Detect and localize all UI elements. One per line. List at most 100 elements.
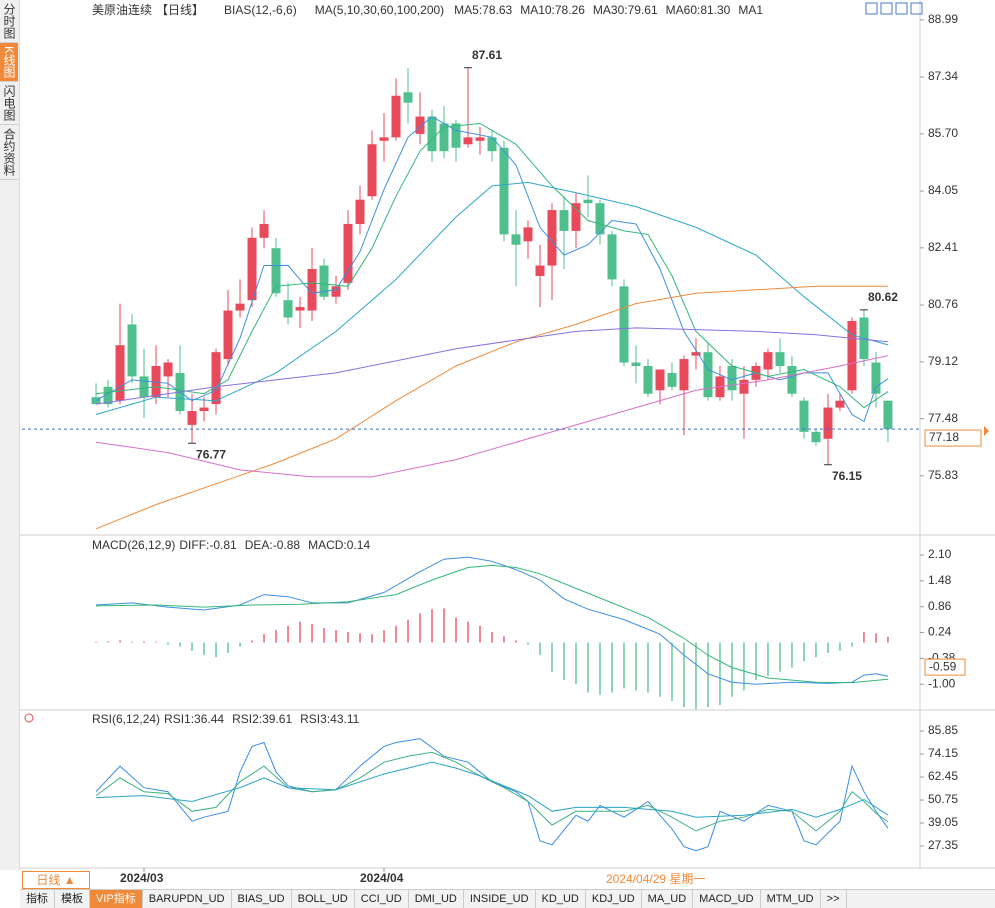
candle-body	[211, 352, 221, 405]
candle-body	[115, 345, 125, 401]
candle-body	[415, 116, 425, 134]
x-tick-label: 2024/04	[360, 871, 404, 885]
candle-body	[379, 137, 389, 141]
extreme-label: 76.15	[832, 469, 862, 483]
sidebar-tab[interactable]: 分时图	[0, 0, 18, 43]
extreme-label: 80.62	[868, 290, 898, 304]
toolbar-button[interactable]: BOLL_UD	[292, 890, 355, 908]
candle-body	[619, 286, 629, 363]
candle-body	[883, 400, 893, 430]
header-label: MA30:79.61	[593, 3, 658, 17]
header-label: MA60:81.30	[666, 3, 731, 17]
header-label: MA5:78.63	[454, 3, 512, 17]
candle-body	[811, 431, 821, 443]
header-label: 美原油连续	[92, 2, 152, 17]
candle-body	[259, 223, 269, 238]
sidebar-tab[interactable]: 闪电图	[0, 82, 18, 126]
extreme-label: 76.77	[196, 447, 226, 461]
header-label: MA1	[738, 3, 763, 17]
toolbar-button[interactable]: INSIDE_UD	[464, 890, 536, 908]
candle-body	[319, 265, 329, 297]
candle-body	[139, 376, 149, 398]
series-line	[95, 556, 889, 685]
candle-body	[871, 362, 881, 394]
y-tick-label: 80.76	[928, 297, 958, 311]
toolbar-button[interactable]: MTM_UD	[761, 890, 821, 908]
cursor-date: 2024/04/29 星期一	[606, 872, 706, 886]
candle-body	[631, 362, 641, 367]
candle-body	[199, 407, 209, 412]
candle-body	[655, 369, 665, 391]
candle-body	[595, 203, 605, 235]
header-label: BIAS(12,-6,6)	[224, 3, 297, 17]
candle-body	[331, 286, 341, 297]
y-tick-label: 85.70	[928, 126, 958, 140]
candle-body	[247, 237, 257, 301]
y-tick-label: 88.99	[928, 12, 958, 26]
sidebar-tab[interactable]: 合约资料	[0, 125, 18, 181]
candle-body	[307, 269, 317, 311]
candle-body	[427, 116, 437, 152]
header-label: DIFF:-0.81	[179, 538, 237, 552]
toolbar: 指标 模板 VIP指标 BARUPDN_UD BIAS_UD BOLL_UD CCI_UD D…	[20, 889, 995, 908]
y-tick-label: 75.83	[928, 468, 958, 482]
candle-body	[511, 234, 521, 245]
settings-icon[interactable]	[24, 713, 34, 723]
candle-body	[403, 92, 413, 103]
candle-body	[799, 400, 809, 432]
header-label: MA(5,10,30,60,100,200)	[315, 3, 444, 17]
icon[interactable]	[895, 2, 908, 15]
toolbar-button[interactable]: KD_UD	[536, 890, 586, 908]
toolbar-button[interactable]: DMI_UD	[409, 890, 464, 908]
toolbar-button[interactable]: MA_UD	[642, 890, 694, 908]
extreme-label: 87.61	[472, 48, 502, 62]
candle-body	[487, 137, 497, 152]
last-price-label: 77.18	[929, 430, 959, 444]
series-line	[95, 564, 889, 684]
y-tick-label: 77.48	[928, 411, 958, 425]
toolbar-button[interactable]: VIP指标	[90, 890, 143, 908]
candle-body	[163, 362, 173, 377]
toolbar-button[interactable]: BIAS_UD	[232, 890, 292, 908]
marker-box	[924, 658, 966, 676]
series-line	[95, 181, 889, 415]
candle-body	[679, 359, 689, 391]
window-icons	[865, 2, 923, 15]
y-tick-label: -1.00	[928, 676, 956, 690]
last-price-box	[924, 429, 982, 447]
y-tick-label: 74.15	[928, 746, 958, 760]
header-label: MA10:78.26	[520, 3, 585, 17]
toolbar-button[interactable]: 指标	[20, 890, 55, 908]
toolbar-button[interactable]: BARUPDN_UD	[143, 890, 232, 908]
icon[interactable]	[865, 2, 878, 15]
icon[interactable]	[880, 2, 893, 15]
period-button[interactable]: 日线 ▲	[22, 871, 90, 889]
candle-body	[823, 407, 833, 439]
x-tick-label: 2024/03	[120, 871, 164, 885]
toolbar-button[interactable]: >>	[821, 890, 847, 908]
toolbar-button[interactable]: MACD_UD	[693, 890, 761, 908]
toolbar-button[interactable]: 模板	[55, 890, 90, 908]
candle-body	[763, 352, 773, 370]
candle-body	[151, 366, 161, 398]
toolbar-button[interactable]: KDJ_UD	[586, 890, 642, 908]
y-tick-label: 82.41	[928, 240, 958, 254]
y-tick-label: 87.34	[928, 69, 958, 83]
sidebar-tab[interactable]: K线图	[0, 43, 18, 83]
toolbar-button[interactable]: CCI_UD	[355, 890, 409, 908]
candle-body	[559, 210, 569, 231]
candle-body	[787, 366, 797, 394]
candle-body	[367, 144, 377, 197]
series-line	[95, 285, 888, 530]
series-line	[95, 751, 889, 832]
candle-body	[583, 199, 593, 204]
series-line	[95, 761, 889, 818]
candle-body	[391, 95, 401, 138]
candle-body	[607, 234, 617, 280]
icon[interactable]	[910, 2, 923, 15]
series-line	[95, 115, 889, 423]
y-tick-label: 1.48	[928, 573, 952, 587]
candle-body	[223, 310, 233, 360]
y-tick-label: 0.86	[928, 599, 952, 613]
